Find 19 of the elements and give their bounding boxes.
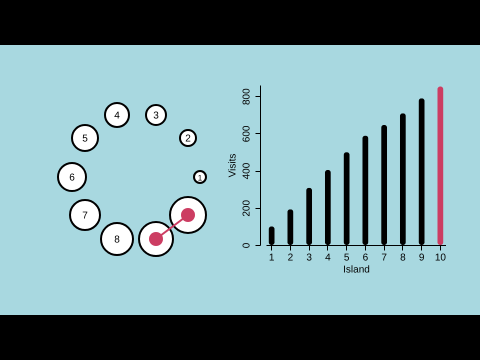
x-tick-label: 5 (344, 252, 350, 264)
x-tick-label: 10 (434, 252, 446, 264)
x-tick-label: 3 (306, 252, 312, 264)
y-tick-label: 200 (242, 200, 252, 217)
bar (437, 86, 444, 245)
x-tick-label: 1 (268, 252, 275, 264)
x-tick-label: 2 (288, 252, 294, 264)
x-tick-label: 9 (418, 252, 425, 264)
y-axis-title: Visits (228, 154, 238, 178)
y-tick-label: 600 (242, 125, 252, 142)
x-tick-label: 4 (325, 252, 332, 264)
y-tick-label: 0 (242, 242, 252, 248)
x-tick-label: 6 (362, 252, 369, 264)
island-ring-picture: 4 3 5 2 6 1 7 8 (57, 102, 207, 257)
y-tick-label: 800 (242, 88, 252, 106)
y-tick-label: 400 (242, 162, 252, 180)
x-axis-title: Island (343, 264, 370, 276)
x-tick-label: 7 (381, 252, 388, 264)
x-tick-label: 8 (400, 252, 406, 264)
